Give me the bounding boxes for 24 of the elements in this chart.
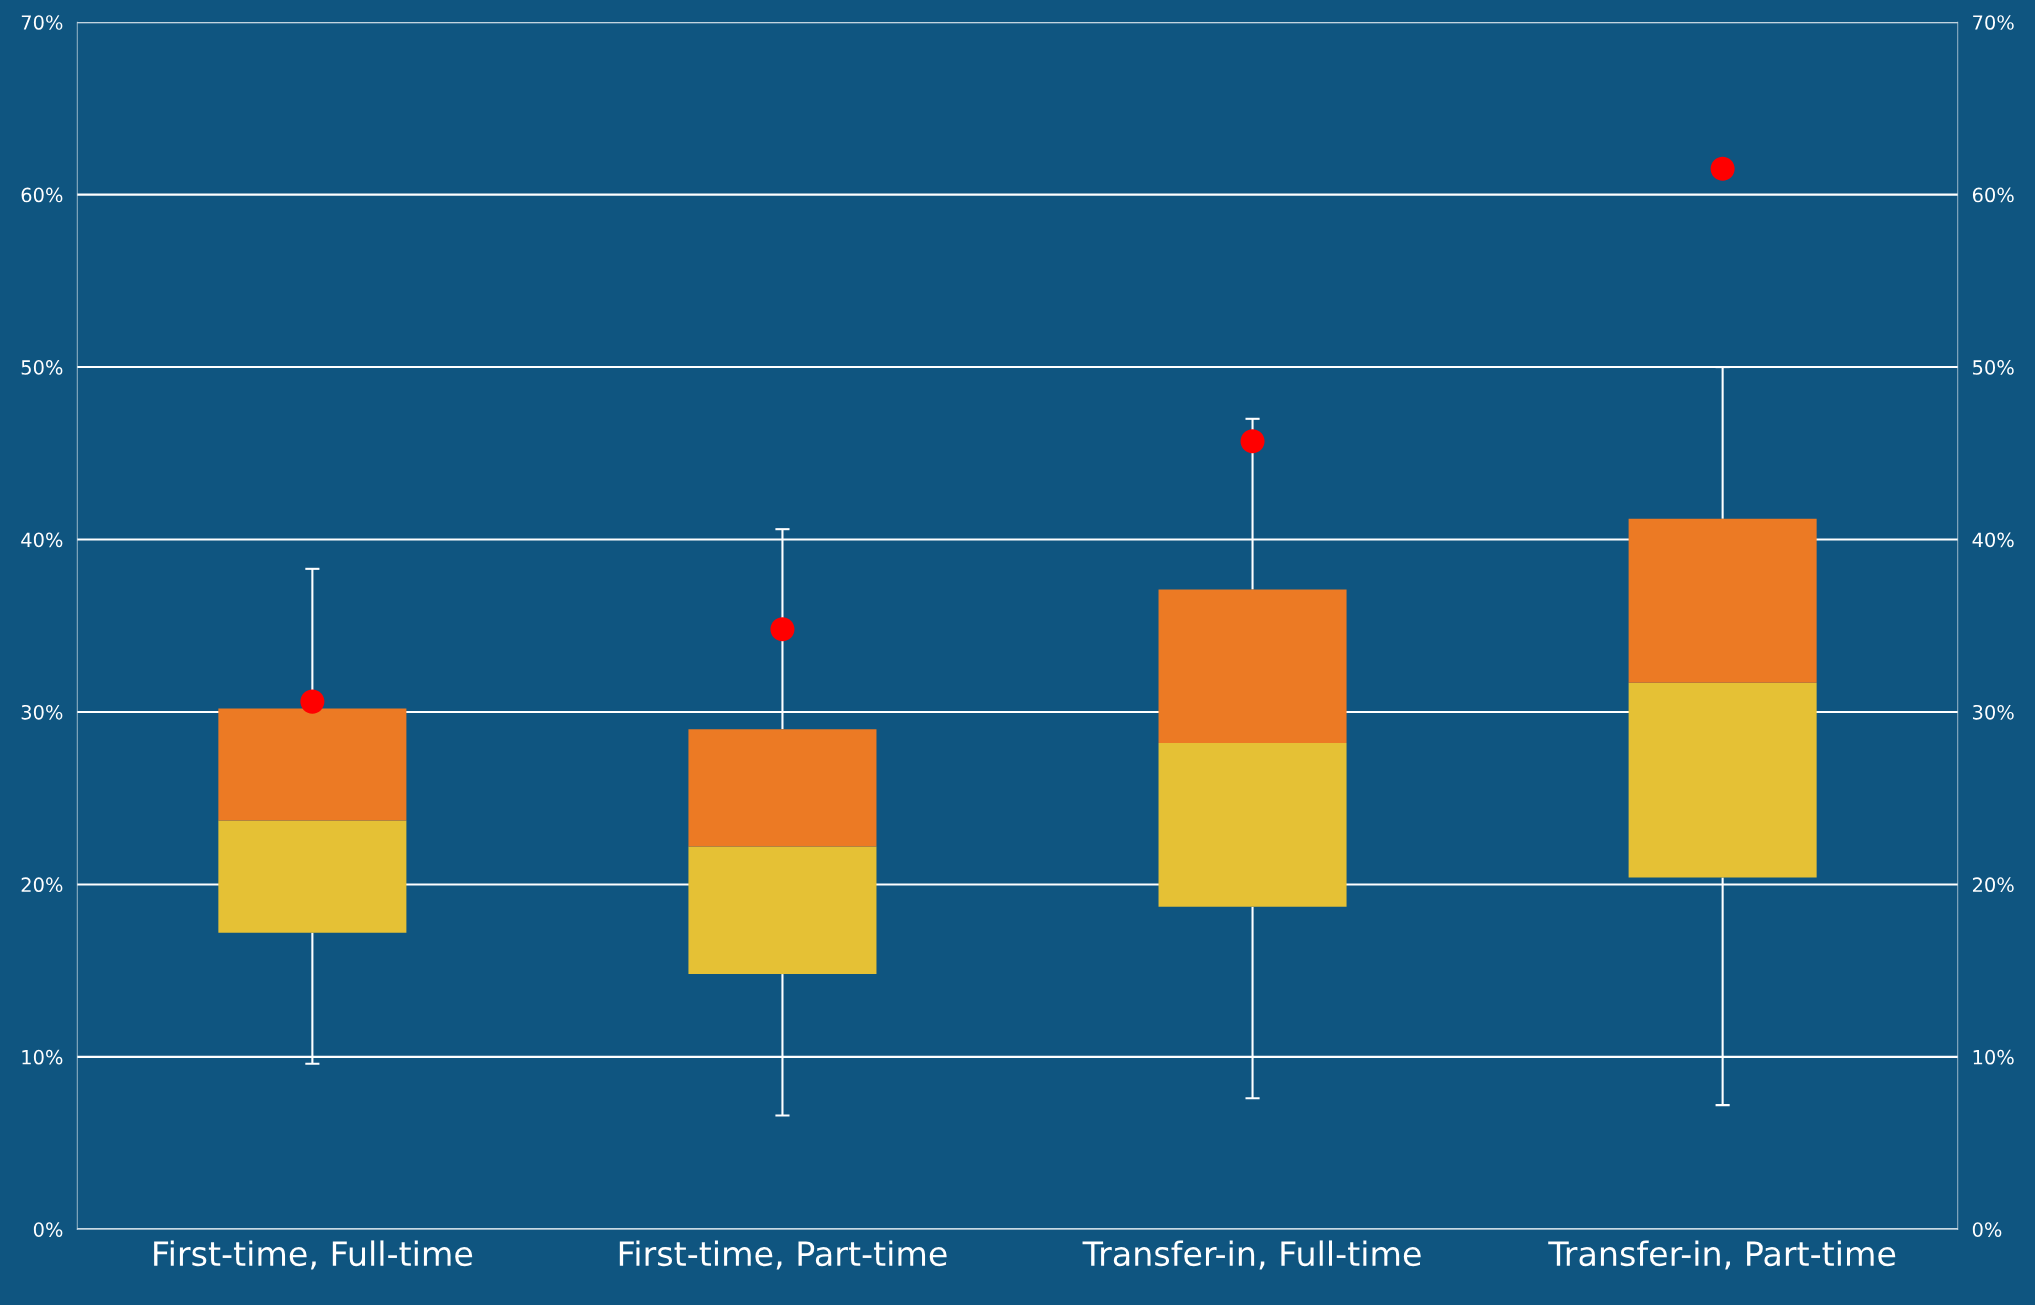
y-tick-label: 0% <box>33 1222 63 1237</box>
point <box>770 617 795 642</box>
y-tick-label: 40% <box>21 532 63 548</box>
point <box>300 689 325 714</box>
y2-tick-label: 60% <box>1972 187 2014 203</box>
x-tick-label: First-time, Part-time <box>619 1240 947 1270</box>
point <box>1710 156 1735 181</box>
y2-tick-label: 50% <box>1973 360 2014 375</box>
y-tick-label: 50% <box>21 360 63 375</box>
y-tick-label: 20% <box>21 877 63 893</box>
y-tick-label: 70% <box>21 15 63 30</box>
y2-tick-label: 10% <box>1973 1049 2014 1065</box>
x-tick-label: Transfer-in, Part-time <box>1548 1240 1896 1270</box>
y2-tick-label: 30% <box>1973 704 2014 720</box>
point <box>1240 429 1265 454</box>
x-tick-label: First-time, Full-time <box>154 1240 473 1270</box>
x-tick-label: Transfer-in, Full-time <box>1082 1240 1421 1270</box>
y-tick-label: 10% <box>22 1049 63 1065</box>
y-tick-label: 60% <box>21 187 63 203</box>
y2-tick-label: 20% <box>1972 877 2014 893</box>
y-tick-label: 30% <box>21 704 63 720</box>
y2-tick-label: 0% <box>1972 1222 2002 1237</box>
y2-tick-label: 70% <box>1973 15 2014 30</box>
y2-tick-label: 40% <box>1972 532 2014 548</box>
